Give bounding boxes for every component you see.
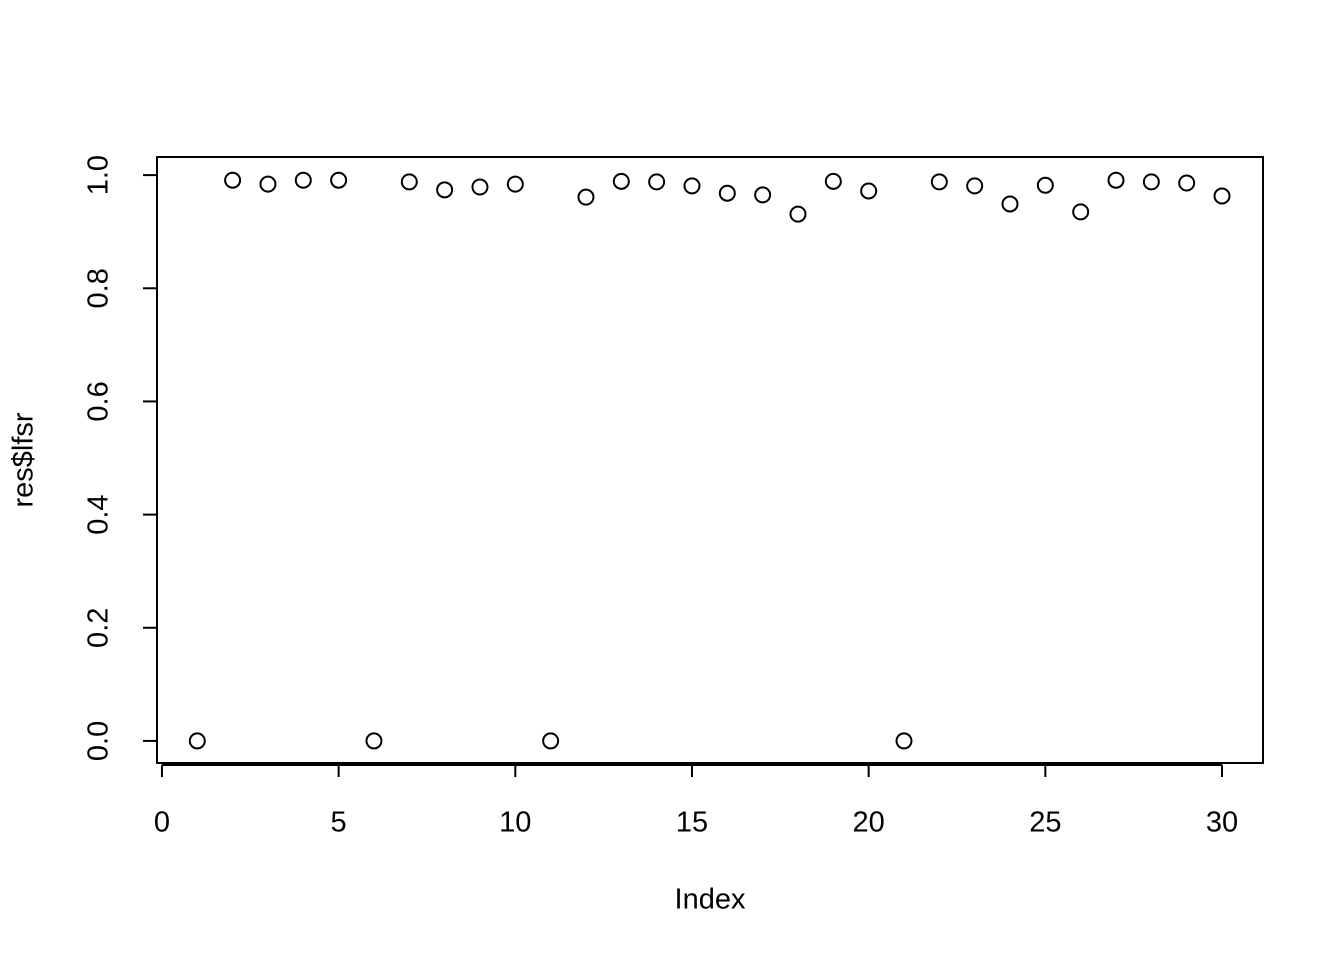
- x-tick-label: 10: [499, 807, 531, 839]
- point: [718, 184, 736, 202]
- y-tick-label: 0.4: [83, 494, 115, 534]
- plot-frame: [156, 156, 1264, 764]
- x-tick-label: 5: [331, 807, 347, 839]
- point: [648, 173, 666, 191]
- point: [612, 172, 630, 190]
- point: [1142, 173, 1160, 191]
- point: [1213, 187, 1231, 205]
- x-tick-label: 25: [1029, 807, 1061, 839]
- y-axis-title: res$lfsr: [8, 412, 40, 507]
- point: [542, 732, 560, 750]
- point: [436, 181, 454, 199]
- point: [683, 177, 701, 195]
- point: [966, 177, 984, 195]
- point: [471, 178, 489, 196]
- point: [1107, 171, 1125, 189]
- x-tick-label: 0: [154, 807, 170, 839]
- point: [365, 732, 383, 750]
- point: [330, 171, 348, 189]
- y-tick-label: 0.0: [83, 721, 115, 761]
- point: [1072, 203, 1090, 221]
- y-tick-label: 0.2: [83, 608, 115, 648]
- x-axis-title: Index: [675, 884, 746, 916]
- point: [188, 732, 206, 750]
- x-tick-label: 30: [1206, 807, 1238, 839]
- x-tick-label: 15: [676, 807, 708, 839]
- point: [930, 173, 948, 191]
- point: [1036, 176, 1054, 194]
- point: [1001, 195, 1019, 213]
- point: [789, 205, 807, 223]
- y-tick-label: 0.6: [83, 381, 115, 421]
- point: [1178, 174, 1196, 192]
- point: [860, 182, 878, 200]
- point: [400, 173, 418, 191]
- point: [259, 175, 277, 193]
- point: [224, 171, 242, 189]
- point: [824, 172, 842, 190]
- point: [577, 188, 595, 206]
- point: [754, 186, 772, 204]
- point: [294, 171, 312, 189]
- point: [506, 175, 524, 193]
- y-tick-label: 1.0: [83, 155, 115, 195]
- x-tick-label: 20: [853, 807, 885, 839]
- y-tick-label: 0.8: [83, 268, 115, 308]
- point: [895, 732, 913, 750]
